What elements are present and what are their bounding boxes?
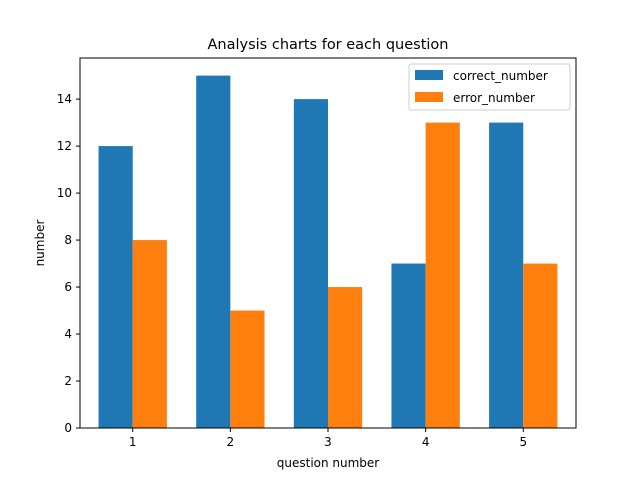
bar-correct-number-2 — [196, 75, 231, 429]
legend-swatch-correct-number — [415, 70, 443, 80]
legend: correct_number error_number — [408, 63, 571, 111]
legend-label-correct-number: correct_number — [453, 69, 548, 83]
y-tick-label-0: 0 — [64, 421, 72, 435]
x-axis-label: question number — [277, 456, 380, 470]
chart-title: Analysis charts for each question — [208, 37, 449, 53]
x-tick-label-3: 3 — [324, 435, 332, 449]
bar-correct-number-1 — [98, 146, 133, 428]
bars-group — [98, 75, 558, 429]
x-axis: 1 2 3 4 5 — [129, 428, 527, 449]
y-tick-label-6: 6 — [64, 280, 72, 294]
y-tick-label-2: 2 — [64, 374, 72, 388]
bar-error-number-5 — [523, 263, 558, 428]
x-tick-label-4: 4 — [422, 435, 430, 449]
bar-correct-number-4 — [391, 263, 426, 428]
bar-error-number-1 — [132, 240, 167, 428]
y-tick-label-14: 14 — [57, 92, 72, 106]
legend-box — [408, 63, 571, 111]
bar-correct-number-5 — [489, 122, 524, 428]
y-tick-label-8: 8 — [64, 233, 72, 247]
y-tick-label-4: 4 — [64, 327, 72, 341]
x-tick-label-1: 1 — [129, 435, 137, 449]
y-axis: 0 2 4 6 8 10 12 14 — [57, 92, 80, 435]
legend-label-error-number: error_number — [453, 91, 535, 105]
bar-correct-number-3 — [293, 99, 328, 429]
bar-error-number-2 — [230, 310, 265, 428]
y-tick-label-12: 12 — [57, 139, 72, 153]
x-tick-label-5: 5 — [519, 435, 527, 449]
bar-error-number-4 — [425, 122, 460, 428]
bar-error-number-3 — [328, 287, 363, 428]
legend-swatch-error-number — [415, 92, 443, 102]
y-axis-label: number — [33, 220, 47, 267]
y-tick-label-10: 10 — [57, 186, 72, 200]
x-tick-label-2: 2 — [227, 435, 235, 449]
